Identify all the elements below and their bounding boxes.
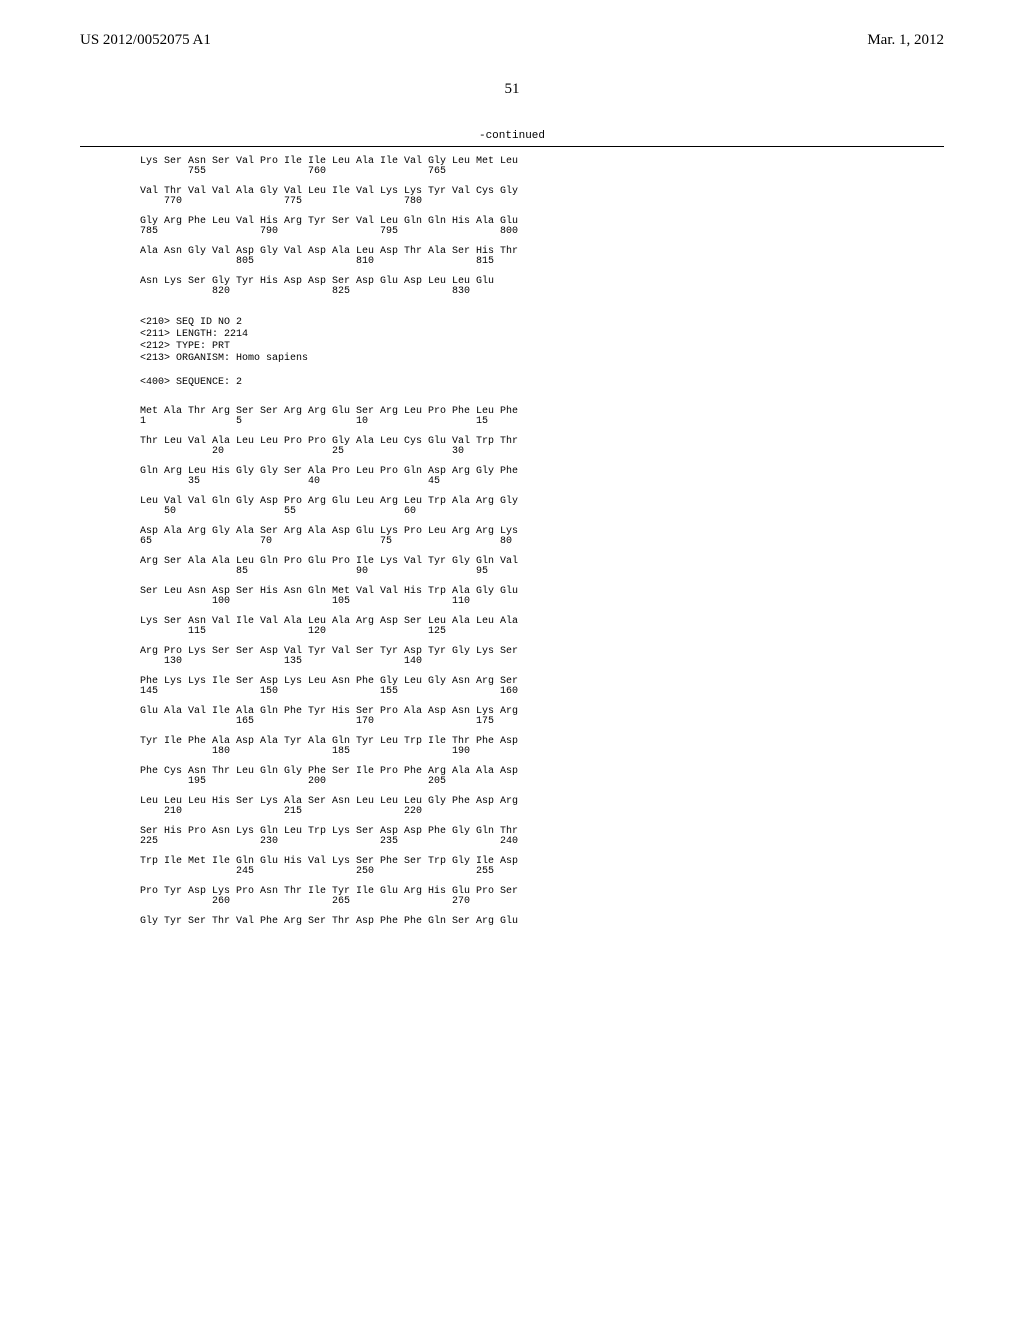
sequence-metadata: <210> SEQ ID NO 2 <211> LENGTH: 2214 <21… xyxy=(0,307,1024,397)
sequence-row: Leu Val Val Gln Gly Asp Pro Arg Glu Leu … xyxy=(140,497,944,525)
position-numbers: 35 40 45 xyxy=(140,477,944,487)
sequence-row: Phe Lys Lys Ile Ser Asp Lys Leu Asn Phe … xyxy=(140,677,944,705)
sequence-row: Ser His Pro Asn Lys Gln Leu Trp Lys Ser … xyxy=(140,827,944,855)
sequence-row: Lys Ser Asn Val Ile Val Ala Leu Ala Arg … xyxy=(140,617,944,645)
position-numbers: 130 135 140 xyxy=(140,657,944,667)
sequence-row: Ser Leu Asn Asp Ser His Asn Gln Met Val … xyxy=(140,587,944,615)
position-numbers: 260 265 270 xyxy=(140,897,944,907)
position-numbers: 165 170 175 xyxy=(140,717,944,727)
sequence-row: Val Thr Val Val Ala Gly Val Leu Ile Val … xyxy=(140,187,944,215)
amino-acid-line: Gly Tyr Ser Thr Val Phe Arg Ser Thr Asp … xyxy=(140,917,944,927)
position-numbers: 805 810 815 xyxy=(140,257,944,267)
sequence-row: Gly Arg Phe Leu Val His Arg Tyr Ser Val … xyxy=(140,217,944,245)
sequence-row: Ala Asn Gly Val Asp Gly Val Asp Ala Leu … xyxy=(140,247,944,275)
position-numbers: 820 825 830 xyxy=(140,287,944,297)
position-numbers: 145 150 155 160 xyxy=(140,687,944,697)
sequence-row: Asp Ala Arg Gly Ala Ser Arg Ala Asp Glu … xyxy=(140,527,944,555)
sequence-row: Phe Cys Asn Thr Leu Gln Gly Phe Ser Ile … xyxy=(140,767,944,795)
sequence-block-2: Met Ala Thr Arg Ser Ser Arg Arg Glu Ser … xyxy=(0,397,1024,935)
position-numbers: 100 105 110 xyxy=(140,597,944,607)
position-numbers: 65 70 75 80 xyxy=(140,537,944,547)
sequence-row: Asn Lys Ser Gly Tyr His Asp Asp Ser Asp … xyxy=(140,277,944,305)
sequence-row: Glu Ala Val Ile Ala Gln Phe Tyr His Ser … xyxy=(140,707,944,735)
position-numbers: 785 790 795 800 xyxy=(140,227,944,237)
position-numbers: 245 250 255 xyxy=(140,867,944,877)
position-numbers: 50 55 60 xyxy=(140,507,944,517)
sequence-row: Thr Leu Val Ala Leu Leu Pro Pro Gly Ala … xyxy=(140,437,944,465)
publication-date: Mar. 1, 2012 xyxy=(867,32,944,49)
sequence-row: Arg Pro Lys Ser Ser Asp Val Tyr Val Ser … xyxy=(140,647,944,675)
sequence-row: Met Ala Thr Arg Ser Ser Arg Arg Glu Ser … xyxy=(140,407,944,435)
sequence-row: Leu Leu Leu His Ser Lys Ala Ser Asn Leu … xyxy=(140,797,944,825)
patent-number: US 2012/0052075 A1 xyxy=(80,32,211,49)
sequence-row: Gln Arg Leu His Gly Gly Ser Ala Pro Leu … xyxy=(140,467,944,495)
sequence-row: Arg Ser Ala Ala Leu Gln Pro Glu Pro Ile … xyxy=(140,557,944,585)
position-numbers: 755 760 765 xyxy=(140,167,944,177)
continued-label: -continued xyxy=(0,130,1024,142)
page-number: 51 xyxy=(0,81,1024,98)
position-numbers: 210 215 220 xyxy=(140,807,944,817)
position-numbers: 115 120 125 xyxy=(140,627,944,637)
sequence-row: Lys Ser Asn Ser Val Pro Ile Ile Leu Ala … xyxy=(140,157,944,185)
sequence-block-1: Lys Ser Asn Ser Val Pro Ile Ile Leu Ala … xyxy=(0,147,1024,305)
sequence-row: Tyr Ile Phe Ala Asp Ala Tyr Ala Gln Tyr … xyxy=(140,737,944,765)
sequence-row: Pro Tyr Asp Lys Pro Asn Thr Ile Tyr Ile … xyxy=(140,887,944,915)
position-numbers: 770 775 780 xyxy=(140,197,944,207)
position-numbers: 1 5 10 15 xyxy=(140,417,944,427)
position-numbers: 85 90 95 xyxy=(140,567,944,577)
header: US 2012/0052075 A1 Mar. 1, 2012 xyxy=(0,0,1024,57)
position-numbers: 180 185 190 xyxy=(140,747,944,757)
position-numbers: 195 200 205 xyxy=(140,777,944,787)
sequence-row: Trp Ile Met Ile Gln Glu His Val Lys Ser … xyxy=(140,857,944,885)
position-numbers: 225 230 235 240 xyxy=(140,837,944,847)
sequence-row: Gly Tyr Ser Thr Val Phe Arg Ser Thr Asp … xyxy=(140,917,944,935)
position-numbers: 20 25 30 xyxy=(140,447,944,457)
